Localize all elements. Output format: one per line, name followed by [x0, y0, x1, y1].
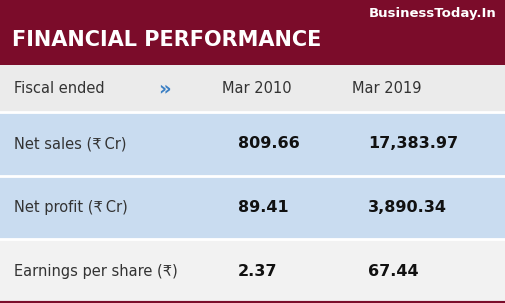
Text: »: » [158, 79, 171, 98]
Text: 2.37: 2.37 [238, 264, 278, 279]
Text: 67.44: 67.44 [368, 264, 419, 279]
Bar [0, 112, 505, 176]
Text: 809.66: 809.66 [238, 136, 300, 152]
Bar [0, 65, 505, 112]
Text: Net profit (₹ Cr): Net profit (₹ Cr) [14, 200, 128, 215]
Text: Fiscal ended: Fiscal ended [14, 81, 105, 96]
Text: Earnings per share (₹): Earnings per share (₹) [14, 264, 178, 279]
Text: 89.41: 89.41 [238, 200, 289, 215]
Text: BusinessToday.In: BusinessToday.In [369, 7, 497, 20]
Text: FINANCIAL PERFORMANCE: FINANCIAL PERFORMANCE [12, 30, 321, 50]
Text: Net sales (₹ Cr): Net sales (₹ Cr) [14, 136, 126, 152]
Text: Mar 2019: Mar 2019 [352, 81, 422, 96]
Text: 3,890.34: 3,890.34 [368, 200, 447, 215]
Bar [0, 176, 505, 239]
Text: Mar 2010: Mar 2010 [222, 81, 291, 96]
Bar [0, 239, 505, 303]
Text: 17,383.97: 17,383.97 [368, 136, 458, 152]
Bar [0, 0, 505, 65]
